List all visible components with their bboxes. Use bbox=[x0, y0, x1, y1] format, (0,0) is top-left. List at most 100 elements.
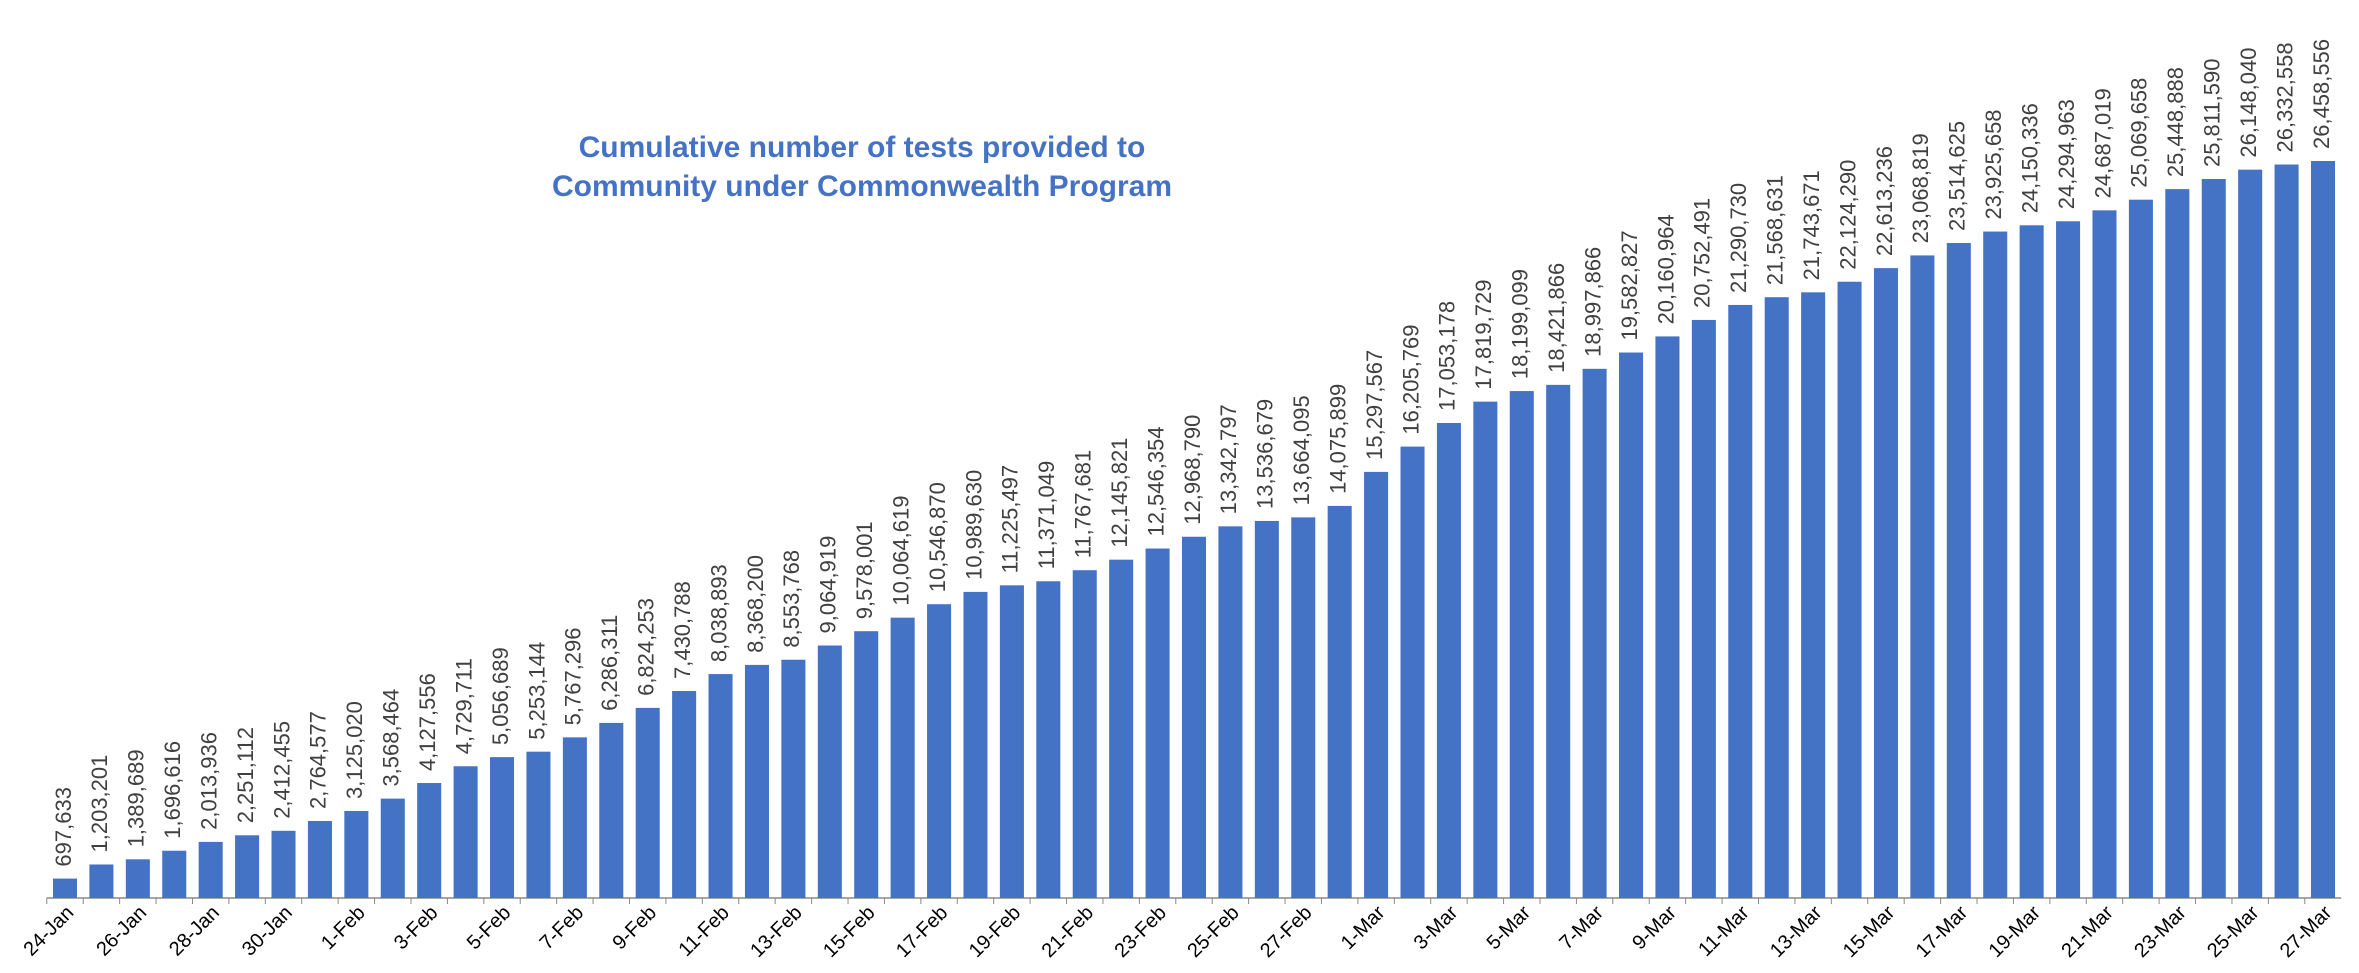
x-tick-label: 28-Jan bbox=[165, 902, 224, 961]
x-tick-label: 15-Feb bbox=[819, 902, 879, 962]
data-label: 2,013,936 bbox=[196, 732, 221, 830]
bar bbox=[235, 835, 260, 898]
bar bbox=[198, 841, 223, 898]
data-label: 18,199,099 bbox=[1508, 269, 1533, 379]
data-label: 9,578,001 bbox=[852, 521, 877, 619]
bar bbox=[1072, 570, 1097, 898]
bar bbox=[781, 659, 806, 898]
data-label: 10,064,619 bbox=[888, 496, 913, 606]
bar bbox=[1946, 243, 1971, 898]
data-label: 6,824,253 bbox=[634, 598, 659, 696]
bar bbox=[1509, 391, 1534, 898]
data-label: 8,368,200 bbox=[743, 555, 768, 653]
data-label: 11,225,497 bbox=[998, 465, 1023, 573]
x-tick-label: 23-Feb bbox=[1110, 902, 1170, 962]
bar bbox=[1873, 268, 1898, 898]
data-label: 24,294,963 bbox=[2054, 99, 2079, 209]
bar bbox=[854, 631, 879, 898]
bar bbox=[344, 810, 369, 898]
bar bbox=[2274, 164, 2299, 899]
data-label: 26,148,040 bbox=[2236, 48, 2261, 158]
bar bbox=[2165, 189, 2190, 898]
data-label: 17,053,178 bbox=[1435, 301, 1460, 411]
bar bbox=[526, 751, 551, 898]
data-label: 6,286,311 bbox=[597, 615, 622, 711]
bar bbox=[1218, 526, 1243, 898]
data-label: 7,430,788 bbox=[670, 581, 695, 679]
bar bbox=[380, 798, 405, 898]
data-label: 12,968,790 bbox=[1180, 415, 1205, 525]
x-tick-label: 1-Mar bbox=[1337, 901, 1390, 954]
data-label: 697,633 bbox=[51, 787, 76, 867]
bar bbox=[744, 664, 769, 898]
data-label: 1,389,689 bbox=[124, 749, 149, 847]
bar bbox=[1036, 581, 1061, 898]
bar bbox=[125, 859, 150, 898]
bar bbox=[708, 674, 733, 898]
x-tick-label: 11-Feb bbox=[674, 902, 733, 961]
x-tick-label: 7-Mar bbox=[1555, 901, 1608, 954]
bar bbox=[562, 737, 587, 898]
data-label: 21,568,631 bbox=[1763, 175, 1788, 285]
data-label: 21,290,730 bbox=[1726, 183, 1751, 293]
bar bbox=[1655, 336, 1680, 898]
x-tick-label: 13-Feb bbox=[746, 902, 806, 962]
x-tick-label: 7-Feb bbox=[536, 902, 589, 955]
x-tick-label: 27-Feb bbox=[1256, 902, 1316, 962]
data-label: 16,205,769 bbox=[1398, 324, 1423, 434]
data-label: 10,546,870 bbox=[925, 482, 950, 592]
bar bbox=[1400, 446, 1425, 898]
bar bbox=[1109, 559, 1134, 898]
data-label: 5,253,144 bbox=[524, 642, 549, 740]
data-label: 23,925,658 bbox=[1981, 109, 2006, 219]
bar bbox=[162, 850, 187, 898]
bar bbox=[927, 604, 952, 898]
data-label: 22,613,236 bbox=[1872, 146, 1897, 256]
data-label: 13,664,095 bbox=[1289, 395, 1314, 505]
x-tick-label: 5-Feb bbox=[463, 902, 516, 955]
bar bbox=[1181, 536, 1207, 898]
x-tick-label: 26-Jan bbox=[92, 902, 151, 961]
bar bbox=[2310, 161, 2336, 898]
x-tick-label: 25-Feb bbox=[1183, 902, 1243, 962]
x-tick-label: 9-Feb bbox=[608, 902, 661, 955]
bar bbox=[1364, 471, 1389, 898]
data-label: 5,767,296 bbox=[561, 627, 586, 725]
data-label: 3,568,464 bbox=[379, 689, 404, 787]
x-tick-label: 13-Mar bbox=[1766, 901, 1827, 962]
x-tick-label: 27-Mar bbox=[2276, 901, 2337, 962]
bar bbox=[2092, 210, 2117, 899]
bar bbox=[307, 820, 332, 898]
bar bbox=[1473, 401, 1498, 898]
bar bbox=[1291, 517, 1316, 898]
bar bbox=[1837, 281, 1862, 898]
x-tick-label: 5-Mar bbox=[1483, 901, 1536, 954]
data-label: 23,514,625 bbox=[1945, 121, 1970, 231]
x-tick-label: 21-Feb bbox=[1038, 902, 1098, 962]
bar bbox=[817, 645, 842, 898]
data-label: 18,997,866 bbox=[1580, 247, 1605, 357]
data-label: 26,458,556 bbox=[2309, 39, 2334, 149]
bar bbox=[2128, 199, 2153, 898]
bar bbox=[963, 591, 988, 898]
data-label: 13,342,797 bbox=[1216, 404, 1241, 514]
bar bbox=[635, 707, 660, 898]
data-label: 2,764,577 bbox=[306, 711, 331, 809]
data-label: 2,412,455 bbox=[269, 721, 294, 819]
x-tick-label: 17-Mar bbox=[1912, 901, 1973, 962]
x-tick-label: 25-Mar bbox=[2203, 901, 2264, 962]
bar bbox=[1254, 520, 1279, 898]
bar bbox=[1983, 231, 2008, 898]
data-label: 23,068,819 bbox=[1908, 133, 1933, 243]
data-label: 11,767,681 bbox=[1071, 450, 1096, 558]
chart-title: Cumulative number of tests provided to bbox=[579, 131, 1146, 164]
data-label: 4,729,711 bbox=[451, 658, 476, 754]
bar bbox=[672, 691, 697, 898]
bar bbox=[1546, 384, 1571, 898]
bar bbox=[1801, 292, 1826, 898]
x-tick-label: 21-Mar bbox=[2057, 901, 2118, 962]
data-label: 25,811,590 bbox=[2200, 59, 2225, 167]
x-tick-label: 9-Mar bbox=[1628, 901, 1681, 954]
data-label: 8,553,768 bbox=[779, 550, 804, 648]
